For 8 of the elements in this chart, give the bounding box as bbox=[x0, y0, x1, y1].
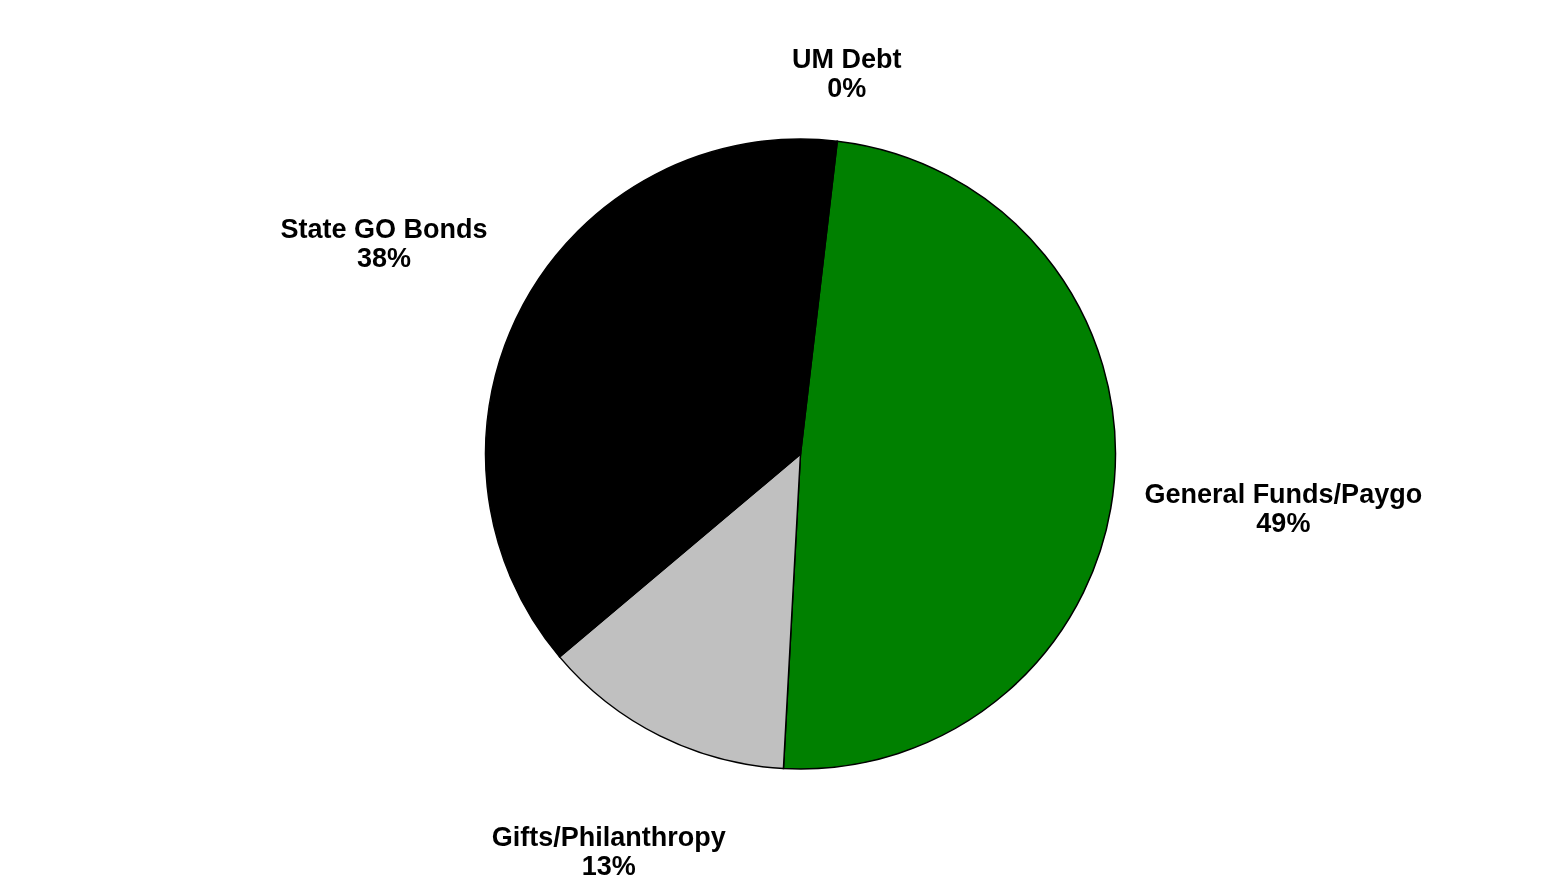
slice-label: Gifts/Philanthropy bbox=[491, 822, 726, 853]
slice-label: General Funds/Paygo bbox=[1144, 479, 1423, 510]
data-label: 13% bbox=[581, 851, 636, 882]
category-label: UM Debt bbox=[792, 44, 902, 75]
slice-label: State GO Bonds bbox=[280, 213, 488, 244]
data-label: 38% bbox=[356, 242, 412, 273]
text: 0% bbox=[827, 73, 867, 104]
data-label: 49% bbox=[1256, 508, 1311, 539]
